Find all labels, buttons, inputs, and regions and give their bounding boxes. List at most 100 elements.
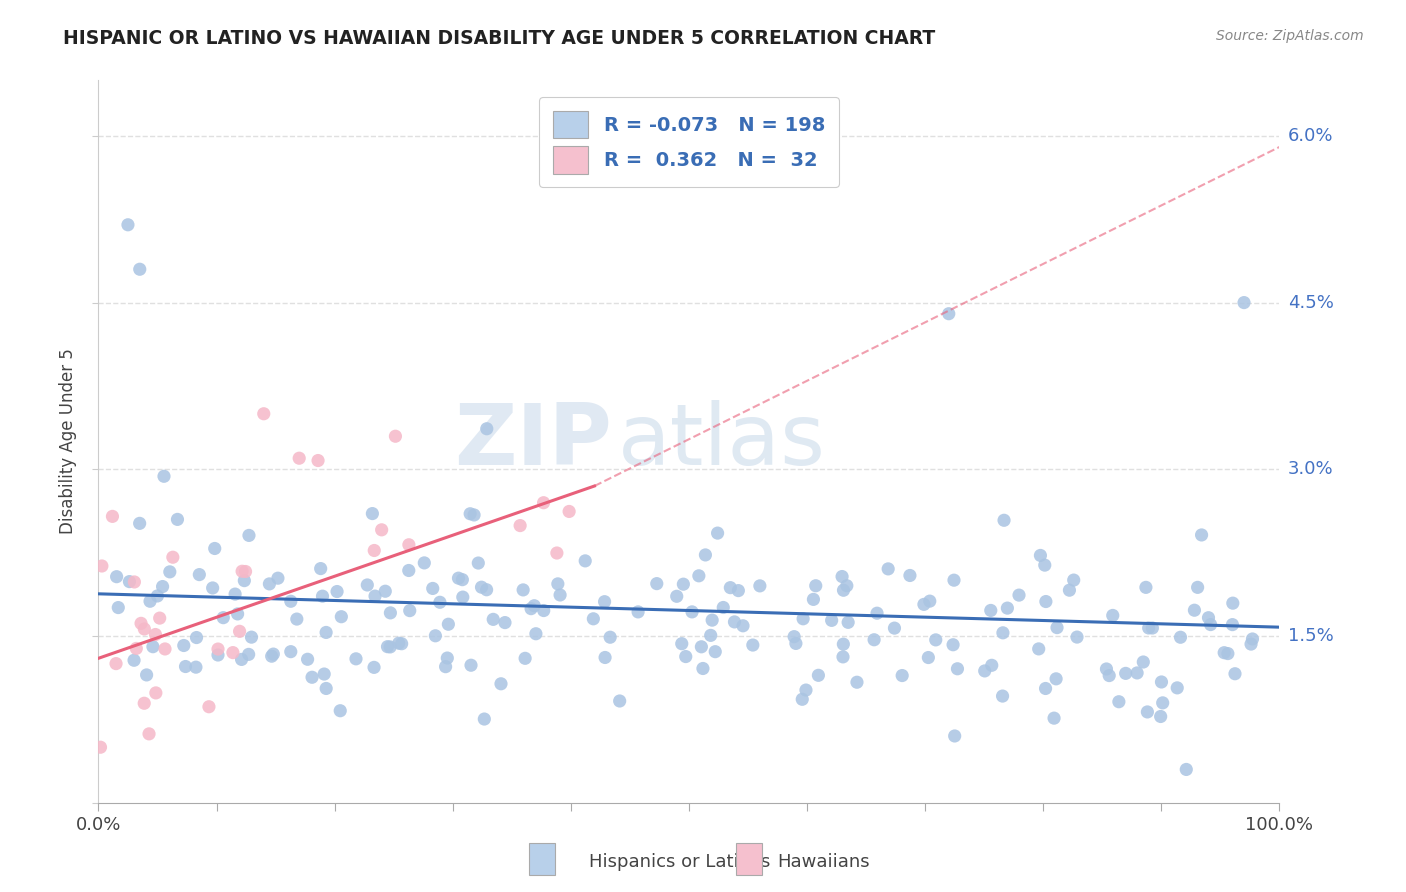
Point [574,554,596,568]
Point [1150,709,1173,723]
Point [1166,681,1188,695]
Point [436,651,458,665]
Point [835,579,858,593]
Point [891,668,914,682]
Point [134,696,156,710]
Point [374,584,396,599]
Point [731,619,754,633]
Point [1108,695,1130,709]
Point [582,612,605,626]
Point [546,546,568,560]
Point [162,550,184,565]
Point [980,603,1002,617]
Point [378,640,401,654]
Point [993,513,1015,527]
Point [128,262,150,277]
Point [311,589,333,603]
Point [101,509,124,524]
Point [695,548,717,562]
Point [820,613,842,627]
Point [1184,603,1206,617]
Point [235,565,257,579]
Point [460,658,482,673]
Text: Source: ZipAtlas.com: Source: ZipAtlas.com [1216,29,1364,43]
Point [1063,573,1085,587]
Point [692,661,714,675]
Point [645,576,668,591]
Point [702,613,724,627]
Point [723,615,745,629]
Point [706,526,728,541]
Point [946,662,969,676]
Point [129,616,152,631]
Point [198,699,221,714]
Point [520,601,543,615]
Point [1222,596,1244,610]
Point [533,496,555,510]
Point [513,651,536,665]
Point [364,589,387,603]
Point [105,570,128,584]
Point [437,617,460,632]
FancyBboxPatch shape [737,843,762,875]
Point [938,307,960,321]
Point [447,571,470,585]
Point [925,632,948,647]
Point [1132,655,1154,669]
Point [593,650,616,665]
Point [259,577,281,591]
Point [134,622,156,636]
Point [467,556,489,570]
Point [792,612,814,626]
Point [159,565,181,579]
Point [1233,295,1256,310]
Point [363,660,385,674]
Point [152,580,174,594]
Point [344,652,367,666]
Point [831,569,853,583]
Point [943,573,966,587]
Point [866,606,889,620]
Point [222,646,245,660]
Text: 1.5%: 1.5% [1288,627,1333,645]
Point [1216,647,1239,661]
Point [1045,672,1067,686]
Point [523,599,546,613]
Point [226,607,249,621]
Point [315,681,337,696]
Point [877,562,900,576]
Point [451,573,474,587]
Point [672,577,695,591]
Point [142,640,165,654]
Point [1059,583,1081,598]
Text: 4.5%: 4.5% [1288,293,1334,311]
Point [307,453,329,467]
Point [1187,580,1209,594]
Point [107,600,129,615]
Point [1199,617,1222,632]
Point [135,668,157,682]
Point [267,571,290,585]
Point [741,638,763,652]
Point [837,615,859,630]
Text: 6.0%: 6.0% [1288,127,1333,145]
Text: ZIP: ZIP [454,400,612,483]
Point [671,637,693,651]
Point [846,675,869,690]
Point [212,610,235,624]
Point [548,588,571,602]
Point [166,512,188,526]
Point [898,568,921,582]
Point [688,569,710,583]
Point [224,587,246,601]
Point [329,704,352,718]
Point [138,727,160,741]
Point [117,218,139,232]
Point [153,469,176,483]
Point [315,625,337,640]
Point [174,659,197,673]
Point [153,642,176,657]
Point [1033,558,1056,573]
Point [1191,528,1213,542]
Point [912,598,935,612]
